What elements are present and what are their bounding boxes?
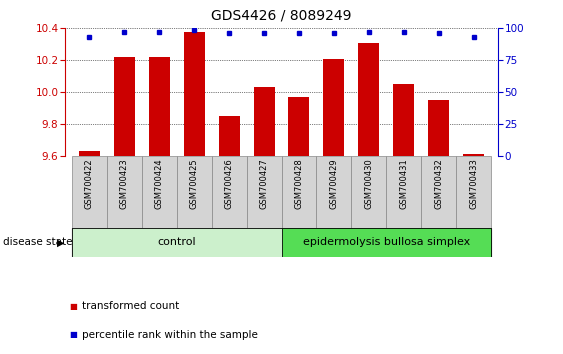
Text: GDS4426 / 8089249: GDS4426 / 8089249 [211,9,352,23]
Text: GSM700428: GSM700428 [294,158,303,209]
Text: GSM700431: GSM700431 [399,158,408,209]
Bar [288,97,310,156]
Bar [114,57,135,156]
Text: GSM700422: GSM700422 [84,158,93,209]
Text: GSM700433: GSM700433 [470,158,479,209]
Bar [394,84,414,156]
Text: GSM700427: GSM700427 [260,158,269,209]
Bar [177,156,212,228]
Bar [282,228,491,257]
Text: GSM700426: GSM700426 [225,158,234,209]
Bar [142,156,177,228]
Bar [463,154,484,156]
Bar [184,32,204,156]
Bar [72,228,282,257]
Text: GSM700424: GSM700424 [155,158,164,209]
Text: ▶: ▶ [56,238,64,247]
Bar [247,156,282,228]
Bar [79,151,100,156]
Bar [212,156,247,228]
Text: ■: ■ [69,330,77,339]
Text: GSM700429: GSM700429 [329,158,338,209]
Text: transformed count: transformed count [82,301,179,311]
Text: control: control [157,238,196,247]
Bar [421,156,456,228]
Bar [282,156,316,228]
Bar [359,42,379,156]
Bar [149,57,169,156]
Bar [456,156,491,228]
Text: epidermolysis bullosa simplex: epidermolysis bullosa simplex [303,238,470,247]
Bar [107,156,142,228]
Bar [428,100,449,156]
Bar [351,156,386,228]
Text: ■: ■ [69,302,77,311]
Bar [253,87,275,156]
Bar [386,156,421,228]
Bar [316,156,351,228]
Text: percentile rank within the sample: percentile rank within the sample [82,330,257,339]
Text: GSM700423: GSM700423 [120,158,129,209]
Text: disease state: disease state [3,238,72,247]
Bar [218,116,239,156]
Text: GSM700430: GSM700430 [364,158,373,209]
Text: GSM700432: GSM700432 [434,158,443,209]
Text: GSM700425: GSM700425 [190,158,199,209]
Bar [72,156,107,228]
Bar [324,58,345,156]
